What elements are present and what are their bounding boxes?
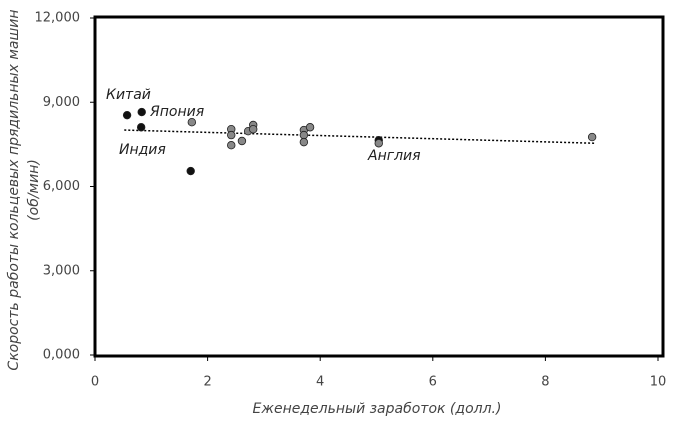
- data-point: [186, 166, 195, 176]
- data-point: [587, 132, 597, 142]
- data-point: [136, 123, 146, 132]
- y-tick-label: 0,000: [43, 348, 80, 363]
- plot-frame: [93, 15, 665, 358]
- data-point: [299, 130, 309, 140]
- x-tick-label: 4: [316, 375, 324, 390]
- x-axis-label: Еженедельный заработок (долл.): [253, 401, 502, 417]
- y-tick-label: 3,000: [43, 263, 80, 278]
- data-point: [237, 136, 247, 146]
- data-point: [122, 110, 132, 120]
- x-tick-label: 2: [203, 375, 211, 390]
- data-point: [227, 130, 236, 140]
- trendline: [124, 129, 595, 145]
- data-point: [137, 107, 146, 117]
- x-tick-label: 10: [650, 375, 667, 390]
- annotation: Китай: [106, 87, 151, 103]
- y-tick-label: 6,000: [43, 179, 80, 194]
- annotation: Англия: [367, 148, 421, 164]
- annotation: Япония: [149, 104, 204, 120]
- y-axis-label: (об/мин): [26, 159, 42, 221]
- data-point: [299, 137, 309, 147]
- data-point: [305, 123, 315, 132]
- x-tick-label: 6: [429, 375, 437, 390]
- x-tick-label: 0: [91, 375, 99, 390]
- y-tick-label: 12,000: [35, 11, 81, 26]
- y-axis-label: Скорость работы кольцевых прядильных маш…: [6, 9, 22, 370]
- data-point: [227, 141, 236, 150]
- y-tick-label: 9,000: [43, 95, 80, 110]
- x-tick-label: 8: [541, 375, 549, 390]
- data-point: [187, 117, 197, 127]
- data-point: [374, 139, 383, 148]
- data-point: [249, 125, 258, 134]
- annotation: Индия: [119, 142, 166, 158]
